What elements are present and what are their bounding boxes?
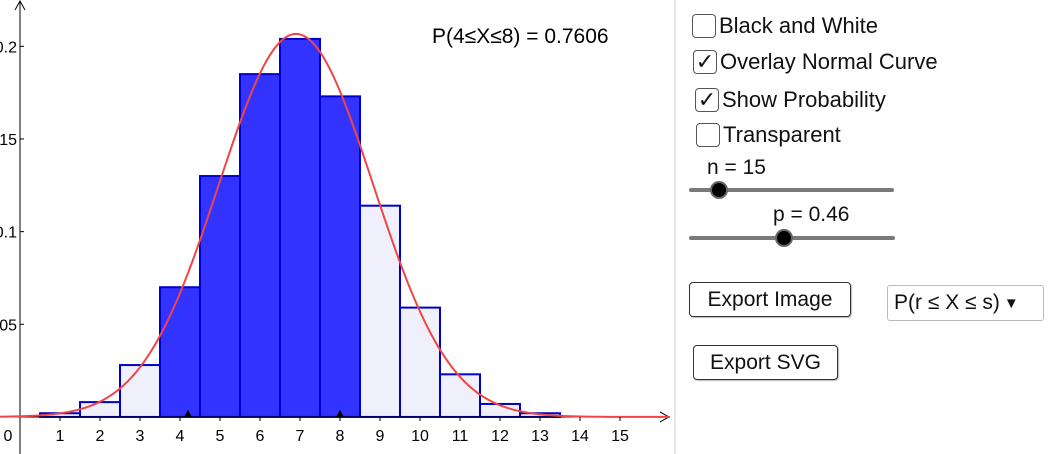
x-tick-label: 9: [376, 428, 385, 445]
dropdown-selected-value: P(r ≤ X ≤ s): [894, 291, 1000, 314]
histogram-bar: [279, 37, 321, 418]
panel-divider: [674, 0, 676, 454]
normal-curve: [0, 32, 670, 418]
transparent-label: Transparent: [723, 122, 841, 147]
n-slider-label: n = 15: [707, 156, 766, 179]
histogram-bar: [199, 175, 241, 418]
checkbox-box-show-probability[interactable]: ✓: [695, 88, 719, 112]
n-slider-track[interactable]: [689, 188, 894, 192]
n-slider-handle[interactable]: [710, 181, 728, 199]
x-tick-label: 13: [531, 428, 549, 445]
checkbox-box-overlay-normal[interactable]: ✓: [693, 50, 717, 74]
x-tick-label: 8: [336, 428, 345, 445]
overlay-normal-curve-checkbox[interactable]: ✓ Overlay Normal Curve: [693, 49, 938, 75]
range-marker: [336, 409, 344, 417]
histogram-bar: [159, 286, 201, 418]
histogram-bar: [239, 73, 281, 418]
show-probability-label: Show Probability: [722, 87, 886, 112]
histogram-bar: [439, 373, 481, 418]
x-tick-label: 5: [216, 428, 225, 445]
x-tick-label: 14: [571, 428, 589, 445]
x-tick-label: 0: [4, 428, 13, 445]
x-tick-label: 10: [411, 428, 429, 445]
histogram-bar: [119, 364, 161, 418]
chevron-down-icon: ▼: [1003, 294, 1019, 312]
y-axis-arrow: [14, 0, 26, 11]
histogram-bar: [319, 95, 361, 418]
y-tick-label: 0.1: [0, 225, 17, 242]
check-icon: ✓: [697, 87, 717, 112]
check-icon: ✓: [695, 49, 715, 74]
x-tick-label: 7: [296, 428, 305, 445]
probability-type-dropdown[interactable]: P(r ≤ X ≤ s) ▼: [887, 285, 1044, 321]
y-tick-label: 0.05: [0, 317, 17, 334]
x-tick-label: 11: [452, 428, 469, 445]
overlay-normal-curve-label: Overlay Normal Curve: [720, 49, 938, 74]
range-marker: [184, 409, 192, 417]
x-tick-label: 4: [176, 428, 185, 445]
y-tick-label: 0.15: [0, 132, 17, 149]
checkbox-box-transparent[interactable]: [696, 123, 720, 147]
probability-label: P(4≤X≤8) = 0.7606: [432, 25, 609, 48]
show-probability-checkbox[interactable]: ✓ Show Probability: [695, 87, 886, 113]
x-tick-label: 6: [256, 428, 265, 445]
x-tick-label: 1: [56, 428, 65, 445]
export-svg-button[interactable]: Export SVG: [693, 345, 838, 380]
x-tick-label: 12: [491, 428, 509, 445]
p-slider-handle[interactable]: [774, 229, 793, 247]
transparent-checkbox[interactable]: Transparent: [696, 122, 841, 148]
y-tick-label: 0.2: [0, 39, 17, 56]
p-slider-label: p = 0.46: [773, 203, 850, 226]
checkbox-box-black-white[interactable]: [692, 14, 716, 38]
histogram-bar: [399, 306, 441, 418]
x-tick-label: 2: [96, 428, 105, 445]
histogram-bar: [359, 204, 401, 418]
export-image-button[interactable]: Export Image: [689, 282, 851, 317]
black-and-white-label: Black and White: [719, 13, 878, 38]
black-and-white-checkbox[interactable]: Black and White: [692, 13, 878, 39]
x-tick-label: 15: [611, 428, 629, 445]
histogram-bar: [79, 401, 121, 418]
x-tick-label: 3: [136, 428, 145, 445]
